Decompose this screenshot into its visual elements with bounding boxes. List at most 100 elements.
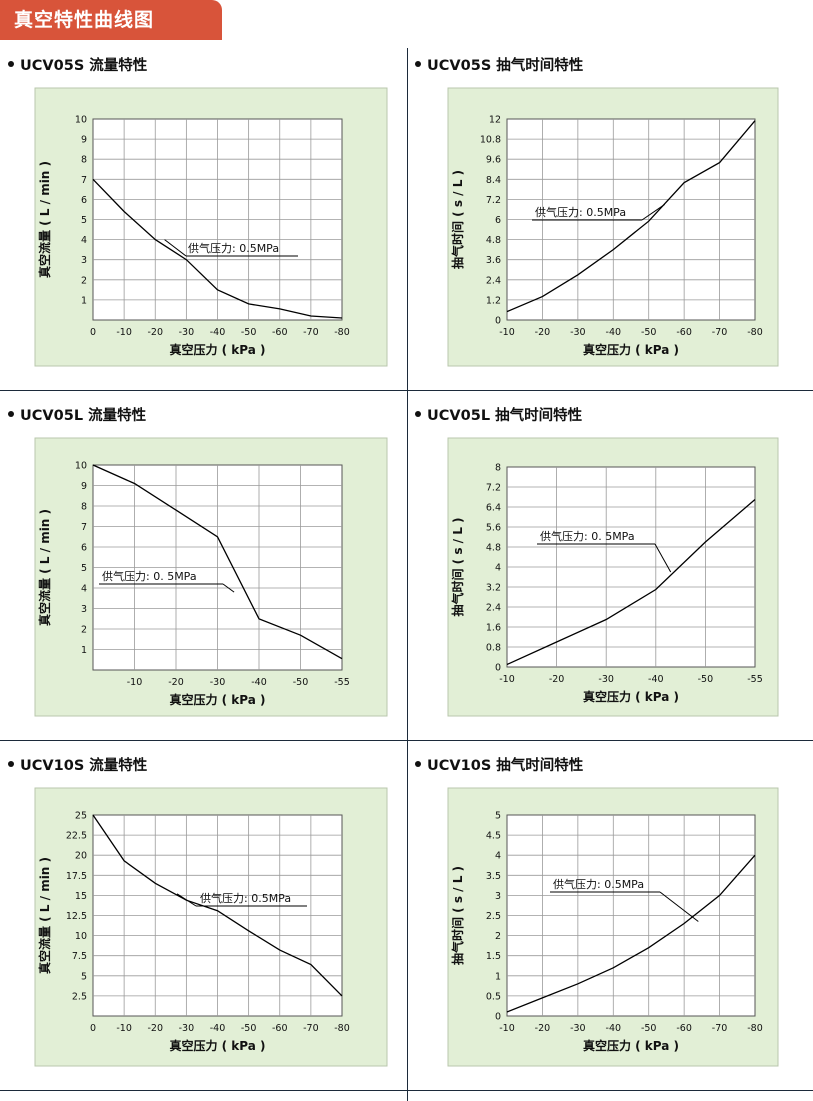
x-tick-label: -10 bbox=[127, 677, 143, 688]
y-tick-label: 2 bbox=[495, 931, 501, 942]
x-tick-label: -80 bbox=[334, 1023, 350, 1034]
x-tick-label: -60 bbox=[676, 327, 692, 338]
y-tick-label: 1.5 bbox=[486, 951, 501, 962]
chart-panel: UCV05L 抽气时间特性 0 0.8 1.6 2.4 3.2 4 4.8 5.6 6.4 7.2… bbox=[407, 398, 813, 748]
chart-title: UCV05L 流量特性 bbox=[8, 404, 146, 425]
series-line bbox=[506, 499, 756, 666]
chart-title: UCV05S 抽气时间特性 bbox=[415, 54, 583, 75]
x-tick-label: -50 bbox=[641, 1023, 657, 1034]
y-tick-label: 5 bbox=[495, 811, 501, 822]
y-tick-label: 8.4 bbox=[486, 175, 501, 186]
chart-svg: 1 2 3 4 5 6 7 8 9 10 -10 -20 -30 -40 -50 -55 真空压力 ( kPa … bbox=[34, 437, 388, 717]
x-tick-label: -20 bbox=[535, 327, 551, 338]
y-tick-label: 5.6 bbox=[486, 523, 501, 534]
x-tick-label: 0 bbox=[90, 1023, 96, 1034]
x-tick-label: -80 bbox=[334, 327, 350, 338]
x-tick-label: -40 bbox=[251, 677, 267, 688]
bullet-icon bbox=[415, 61, 421, 67]
y-tick-label: 1 bbox=[81, 295, 87, 306]
y-tick-label: 3.2 bbox=[486, 583, 501, 594]
x-tick-label: -10 bbox=[116, 327, 132, 338]
y-tick-label: 3 bbox=[81, 255, 87, 266]
y-tick-label: 3 bbox=[495, 891, 501, 902]
y-tick-label: 2.5 bbox=[72, 991, 87, 1002]
series-line bbox=[92, 178, 343, 319]
x-tick-label: -50 bbox=[641, 327, 657, 338]
chart-title: UCV10S 抽气时间特性 bbox=[415, 754, 583, 775]
x-tick-label: -60 bbox=[272, 1023, 288, 1034]
x-tick-label: -30 bbox=[570, 327, 586, 338]
annotation-label: 供气压力: 0. 5MPa bbox=[540, 529, 635, 543]
x-tick-label: -20 bbox=[147, 1023, 163, 1034]
x-tick-label: -60 bbox=[272, 327, 288, 338]
y-tick-label: 4.5 bbox=[486, 831, 501, 842]
y-tick-label: 6 bbox=[495, 215, 501, 226]
x-tick-label: -10 bbox=[499, 674, 515, 685]
annotation-label: 供气压力: 0.5MPa bbox=[535, 205, 626, 219]
x-tick-label: -70 bbox=[712, 327, 728, 338]
y-tick-label: 1 bbox=[81, 645, 87, 656]
y-tick-label: 4.8 bbox=[486, 543, 501, 554]
y-tick-label: 7.2 bbox=[486, 483, 501, 494]
chart-panel: UCV05S 流量特性 1 2 3 4 5 6 7 8 9 10 0 -10 -20 -30 -40 -50 -… bbox=[0, 48, 406, 398]
y-tick-label: 4.8 bbox=[486, 235, 501, 246]
y-tick-label: 0 bbox=[495, 316, 501, 327]
x-tick-label: -70 bbox=[303, 1023, 319, 1034]
x-tick-label: -50 bbox=[698, 674, 714, 685]
y-tick-label: 6.4 bbox=[486, 503, 501, 514]
annotation-leader bbox=[222, 583, 235, 593]
y-tick-label: 2.4 bbox=[486, 603, 501, 614]
y-tick-label: 7 bbox=[81, 175, 87, 186]
y-tick-label: 7 bbox=[81, 522, 87, 533]
y-tick-label: 3.6 bbox=[486, 255, 501, 266]
chart-svg: 0 0.5 1 1.5 2 2.5 3 3.5 4 4.5 5 -10 -20 -30 -40 -50 -60 -… bbox=[447, 787, 779, 1067]
y-tick-label: 1 bbox=[495, 971, 501, 982]
y-axis-label: 真空流量 ( L / min ) bbox=[37, 161, 52, 278]
y-tick-label: 12 bbox=[489, 115, 501, 126]
x-tick-label: -55 bbox=[747, 674, 763, 685]
row-divider bbox=[0, 390, 813, 391]
y-tick-label: 9.6 bbox=[486, 155, 501, 166]
series-line bbox=[92, 814, 343, 997]
annotation-leader bbox=[659, 891, 699, 922]
y-tick-label: 10.8 bbox=[480, 135, 501, 146]
chart-panel: UCV05S 抽气时间特性 0 1.2 2.4 3.6 4.8 6 7.2 8.4 9.6 10.… bbox=[407, 48, 813, 398]
x-tick-label: -40 bbox=[606, 327, 622, 338]
y-tick-label: 8 bbox=[81, 502, 87, 513]
chart-panel: UCV10S 流量特性 2.5 5 7.5 10 12.5 15 17.5 20 22.5 25 0… bbox=[0, 748, 406, 1098]
annotation-label: 供气压力: 0.5MPa bbox=[188, 241, 279, 255]
y-tick-label: 6 bbox=[81, 543, 87, 554]
y-tick-label: 1.6 bbox=[486, 623, 501, 634]
chart-title: UCV05L 抽气时间特性 bbox=[415, 404, 582, 425]
y-tick-label: 0 bbox=[495, 1012, 501, 1023]
x-tick-label: -20 bbox=[535, 1023, 551, 1034]
x-axis-label: 真空压力 ( kPa ) bbox=[583, 342, 679, 357]
bullet-icon bbox=[8, 761, 14, 767]
x-axis-label: 真空压力 ( kPa ) bbox=[169, 342, 265, 357]
y-tick-label: 7.2 bbox=[486, 195, 501, 206]
y-tick-label: 6 bbox=[81, 195, 87, 206]
annotation-label: 供气压力: 0.5MPa bbox=[200, 891, 291, 905]
y-tick-label: 25 bbox=[75, 811, 87, 822]
x-tick-label: -55 bbox=[334, 677, 350, 688]
y-tick-label: 2 bbox=[81, 625, 87, 636]
y-axis-label: 抽气时间 ( s / L ) bbox=[450, 866, 465, 965]
bullet-icon bbox=[8, 61, 14, 67]
x-tick-label: -10 bbox=[499, 327, 515, 338]
series-line bbox=[92, 464, 343, 660]
y-tick-label: 8 bbox=[81, 155, 87, 166]
y-axis-label: 真空流量 ( L / min ) bbox=[37, 509, 52, 626]
y-tick-label: 5 bbox=[81, 971, 87, 982]
y-tick-label: 2 bbox=[81, 275, 87, 286]
x-tick-label: -60 bbox=[676, 1023, 692, 1034]
y-tick-label: 2.4 bbox=[486, 275, 501, 286]
x-tick-label: -10 bbox=[116, 1023, 132, 1034]
chart-title: UCV10S 流量特性 bbox=[8, 754, 147, 775]
x-tick-label: -10 bbox=[499, 1023, 515, 1034]
x-axis-label: 真空压力 ( kPa ) bbox=[583, 689, 679, 704]
y-tick-label: 5 bbox=[81, 215, 87, 226]
x-tick-label: -80 bbox=[747, 327, 763, 338]
x-tick-label: -40 bbox=[648, 674, 664, 685]
y-tick-label: 10 bbox=[75, 931, 87, 942]
x-axis-label: 真空压力 ( kPa ) bbox=[169, 1038, 265, 1053]
